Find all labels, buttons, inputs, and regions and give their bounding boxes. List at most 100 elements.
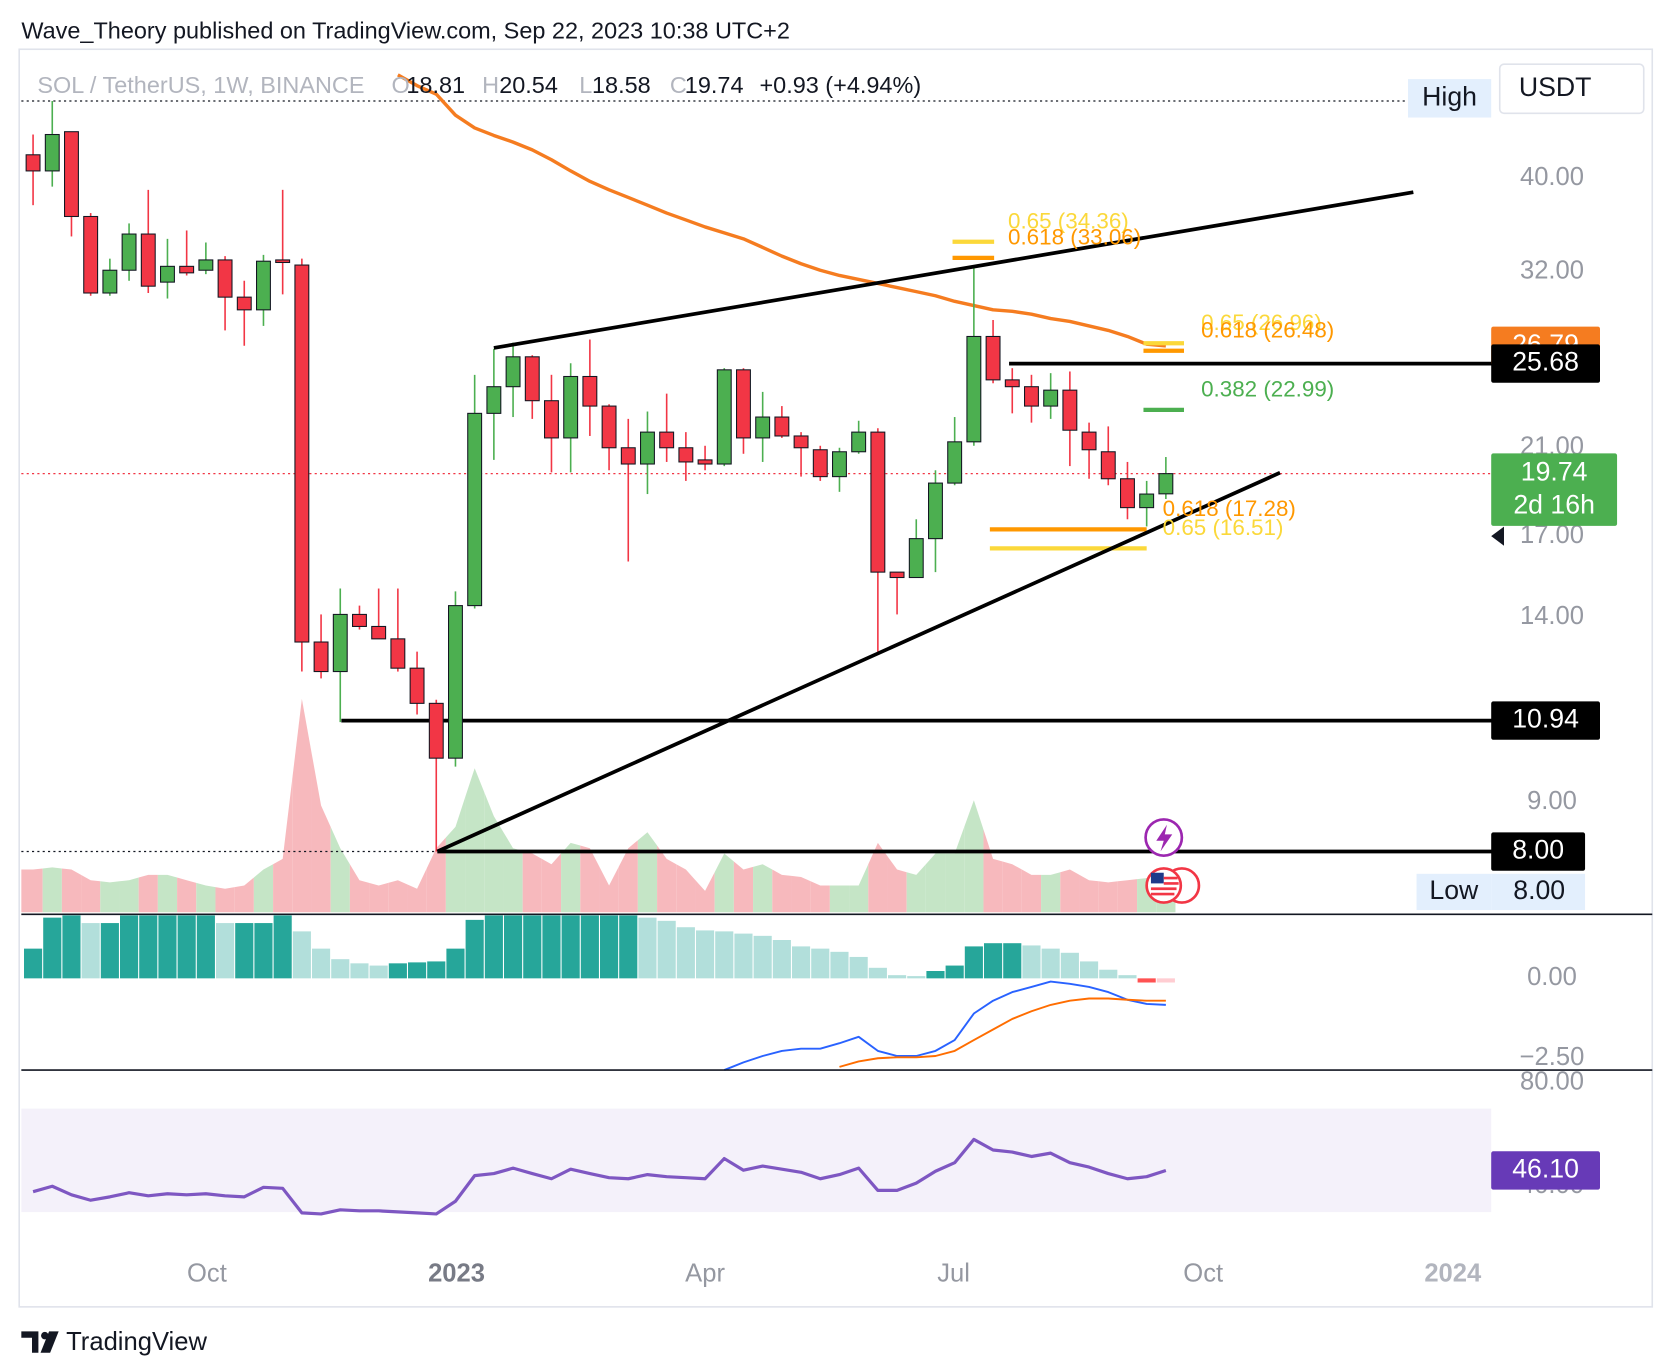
low-badge-bg bbox=[1416, 873, 1492, 911]
candle-body bbox=[486, 386, 502, 414]
volume-area bbox=[791, 875, 811, 913]
candle-body bbox=[179, 265, 195, 274]
volume-area bbox=[657, 845, 677, 913]
fib-label: 0.618 (26.48) bbox=[1201, 317, 1334, 342]
flag-canton bbox=[1150, 872, 1164, 884]
candle-body bbox=[620, 447, 636, 465]
volume-area bbox=[599, 866, 619, 913]
rsi-badge-bg bbox=[1491, 1151, 1600, 1190]
volume-area bbox=[810, 881, 830, 913]
candle-body bbox=[1081, 431, 1097, 451]
volume-area bbox=[772, 869, 792, 913]
y-tick-label: 32.00 bbox=[1520, 256, 1584, 284]
legend-key: L bbox=[579, 72, 592, 98]
volume-area bbox=[81, 874, 101, 913]
macd-histogram-bar bbox=[523, 915, 542, 979]
macd-histogram-bar bbox=[1022, 945, 1041, 979]
candle-body bbox=[870, 431, 886, 573]
x-tick-label: Jul bbox=[937, 1260, 970, 1288]
macd-histogram-bar bbox=[868, 967, 887, 979]
fib-label: 0.65 (26.96) bbox=[1201, 310, 1322, 335]
x-tick-label: 2024 bbox=[1424, 1260, 1482, 1288]
fib-label: 0.65 (34.36) bbox=[1008, 208, 1129, 233]
candle-body bbox=[544, 400, 559, 439]
candle-body bbox=[966, 335, 982, 443]
macd-histogram-bar bbox=[676, 927, 695, 979]
legend-key: O bbox=[391, 72, 409, 98]
macd-histogram-bar bbox=[196, 915, 215, 979]
candle-body bbox=[1043, 389, 1059, 407]
macd-histogram-bar bbox=[427, 961, 446, 979]
volume-area bbox=[234, 877, 254, 913]
volume-area bbox=[119, 877, 139, 913]
candle-body bbox=[409, 667, 425, 704]
macd-histogram-bar bbox=[158, 915, 177, 979]
macd-histogram-bar bbox=[465, 919, 484, 979]
volume-area bbox=[330, 826, 350, 913]
macd-histogram-bar bbox=[408, 962, 427, 979]
candle-body bbox=[505, 356, 521, 388]
y-tick-label: 40.00 bbox=[1520, 163, 1584, 191]
volume-area bbox=[964, 800, 984, 913]
last-price-badge: 19.74 bbox=[1521, 457, 1588, 487]
candle-body bbox=[1158, 473, 1174, 495]
macd-histogram-bar bbox=[696, 930, 715, 979]
legend-value: 20.54 bbox=[499, 72, 558, 98]
macd-histogram-bar bbox=[273, 915, 292, 979]
macd-histogram-bar bbox=[235, 923, 254, 979]
macd-histogram-bar bbox=[945, 965, 964, 979]
high-badge-bg bbox=[1408, 79, 1492, 118]
fib-label: 0.382 (22.99) bbox=[1201, 377, 1334, 402]
macd-histogram-bar bbox=[1080, 961, 1099, 979]
macd-histogram-bar bbox=[1003, 943, 1022, 979]
volume-area bbox=[849, 864, 869, 913]
level-badge: 8.00 bbox=[1512, 835, 1564, 865]
x-tick-label: Oct bbox=[1183, 1260, 1223, 1288]
macd-histogram-bar bbox=[388, 963, 407, 979]
logo-shape bbox=[40, 1331, 59, 1353]
volume-area bbox=[618, 840, 638, 913]
legend-key: H bbox=[482, 72, 499, 98]
fib-label: 0.65 (16.51) bbox=[1163, 515, 1284, 540]
volume-area bbox=[1079, 874, 1099, 913]
candle-body bbox=[160, 265, 175, 283]
candle-body bbox=[25, 154, 41, 172]
fib-label: 0.618 (33.06) bbox=[1008, 225, 1141, 250]
candle-body bbox=[140, 233, 156, 287]
macd-histogram-bar bbox=[849, 956, 868, 979]
legend-change: +0.93 (+4.94%) bbox=[759, 72, 921, 98]
volume-area bbox=[676, 864, 696, 913]
macd-histogram-bar bbox=[657, 920, 676, 979]
candle-body bbox=[793, 435, 809, 449]
volume-area bbox=[945, 826, 965, 913]
macd-histogram-bar bbox=[964, 946, 983, 979]
volume-area bbox=[388, 880, 408, 913]
candle-body bbox=[121, 233, 137, 271]
logo-shape bbox=[21, 1331, 39, 1353]
candle-body bbox=[755, 416, 771, 439]
legend-value: 18.81 bbox=[406, 72, 465, 98]
rsi-line bbox=[32, 1137, 1167, 1216]
macd-histogram-bar bbox=[1060, 952, 1079, 979]
currency-box[interactable] bbox=[1498, 63, 1645, 115]
volume-area bbox=[177, 877, 197, 913]
macd-histogram-bar bbox=[907, 976, 926, 979]
macd-histogram-bar bbox=[504, 915, 523, 979]
candle-body bbox=[582, 375, 598, 407]
macd-histogram-bar bbox=[811, 948, 830, 979]
currency-label[interactable]: USDT bbox=[1519, 72, 1592, 102]
macd-histogram-bar bbox=[292, 931, 311, 979]
volume-area bbox=[1098, 881, 1118, 913]
event-icons bbox=[1144, 818, 1201, 904]
legend-key: C bbox=[670, 72, 687, 98]
macd-histogram-bar bbox=[734, 933, 753, 979]
flag-stripes bbox=[1150, 876, 1179, 896]
volume-area bbox=[292, 698, 312, 913]
volume-area bbox=[465, 768, 485, 913]
volume-area bbox=[637, 832, 658, 913]
macd-histogram-bar bbox=[542, 915, 561, 979]
candle-body bbox=[1120, 478, 1135, 509]
volume-area bbox=[407, 868, 427, 913]
